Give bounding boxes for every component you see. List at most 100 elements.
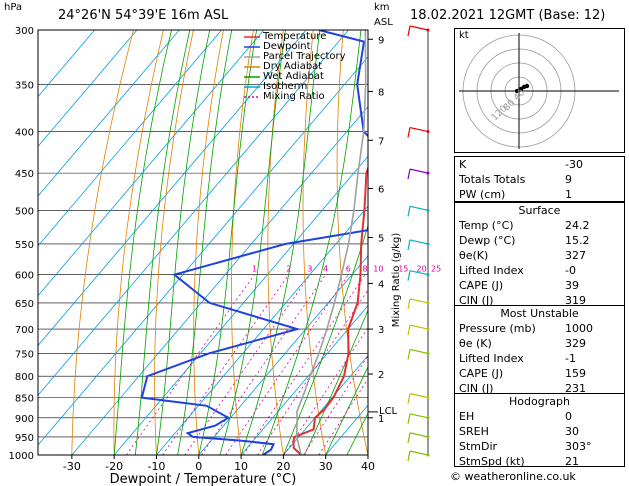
surface-label: θe(K) bbox=[459, 249, 489, 262]
surface-value: 39 bbox=[565, 279, 579, 292]
isotherm-line bbox=[71, 105, 368, 455]
chart-plot-lines bbox=[38, 30, 368, 455]
datetime-title: 18.02.2021 12GMT (Base: 12) bbox=[410, 8, 606, 23]
indices-panel: K -30 Totals Totals 9 PW (cm) 1 bbox=[454, 156, 625, 202]
plot-frame bbox=[37, 29, 369, 456]
pressure-tick-label: 850 bbox=[15, 394, 34, 405]
wind-barb-flag bbox=[407, 127, 411, 138]
series-parcel-trajectory bbox=[295, 30, 367, 455]
wind-barb-dot bbox=[426, 130, 430, 134]
wind-barb bbox=[409, 126, 429, 133]
wind-barb-dot bbox=[426, 416, 430, 420]
wind-barb-dot bbox=[426, 453, 430, 457]
hodo-value: 303° bbox=[565, 440, 592, 453]
pressure-tick-label: 450 bbox=[15, 169, 34, 180]
wind-barb-dot bbox=[426, 28, 430, 32]
mu-row: CIN (J) 231 bbox=[455, 381, 624, 396]
mixing-ratio-line bbox=[318, 378, 368, 455]
pressure-tick-label: 350 bbox=[15, 80, 34, 91]
wind-barb bbox=[409, 270, 429, 276]
index-row-tt: Totals Totals 9 bbox=[455, 172, 624, 187]
dry-adiabat-line bbox=[230, 30, 254, 455]
mu-label: CAPE (J) bbox=[459, 367, 504, 380]
mu-label: Pressure (mb) bbox=[459, 322, 536, 335]
x-tick-label: 40 bbox=[361, 460, 375, 473]
pressure-tick-label: 1000 bbox=[9, 451, 34, 462]
most-unstable-title: Most Unstable bbox=[500, 307, 579, 320]
location-title: 24°26'N 54°39'E 16m ASL bbox=[58, 8, 229, 23]
wind-barb-flag bbox=[407, 25, 411, 37]
legend-item-isotherm: Isotherm bbox=[263, 81, 308, 92]
wet-adiabat-line bbox=[304, 309, 368, 455]
km-tick-label: 2 bbox=[378, 370, 384, 381]
wind-barb-flag bbox=[407, 349, 411, 360]
hodograph-panel: kt 120 80 40 bbox=[454, 28, 625, 153]
mixing-ratio-line bbox=[201, 274, 326, 455]
mixing-ratio-line bbox=[162, 274, 290, 455]
mu-label: Lifted Index bbox=[459, 352, 524, 365]
hodo-value: 30 bbox=[565, 425, 579, 438]
hodo-row: EH 0 bbox=[455, 409, 624, 424]
hodo-label: StmDir bbox=[459, 440, 498, 453]
surface-value: 15.2 bbox=[565, 234, 590, 247]
wind-barb bbox=[409, 168, 429, 174]
surface-value: 327 bbox=[565, 249, 586, 262]
wind-barb-dot bbox=[426, 327, 430, 331]
x-tick-label: -20 bbox=[105, 460, 123, 473]
pressure-tick-label: 600 bbox=[15, 271, 34, 282]
mixing-ratio-line bbox=[125, 274, 255, 455]
wet-adiabat-line bbox=[134, 30, 191, 455]
copyright-text: © weatheronline.co.uk bbox=[450, 470, 576, 483]
wind-barb-flag bbox=[407, 206, 411, 217]
wind-barb-dot bbox=[426, 242, 430, 246]
pressure-tick-label: 400 bbox=[15, 128, 34, 139]
x-axis-label: Dewpoint / Temperature (°C) bbox=[110, 472, 297, 486]
mixing-ratio-axis-label: Mixing Ratio (g/kg) bbox=[391, 233, 402, 328]
surface-panel: Surface Temp (°C) 24.2 Dewp (°C) 15.2 θe(K… bbox=[454, 202, 625, 308]
mixing-ratio-label: 8 bbox=[363, 265, 368, 274]
hodograph-ring-label-40: 40 bbox=[512, 88, 527, 103]
x-tick-label: 20 bbox=[276, 460, 290, 473]
index-value: 9 bbox=[565, 173, 572, 186]
isotherm-line bbox=[38, 30, 349, 396]
x-tick-label: -10 bbox=[147, 460, 165, 473]
isotherm-line bbox=[38, 30, 222, 247]
wet-adiabat-line bbox=[240, 30, 321, 455]
index-row-k: K -30 bbox=[455, 157, 624, 172]
index-label: K bbox=[459, 158, 467, 171]
mixing-ratio-label: 20 bbox=[417, 265, 427, 274]
km-tick-label: 6 bbox=[378, 184, 384, 195]
mu-row: θe (K) 329 bbox=[455, 336, 624, 351]
wind-barb-flag bbox=[407, 324, 411, 336]
mixing-ratio-label: 1 bbox=[252, 265, 257, 274]
wind-barb-dot bbox=[426, 273, 430, 277]
wind-barb bbox=[409, 239, 429, 245]
isotherm-line bbox=[240, 305, 368, 455]
isotherm-line bbox=[38, 30, 180, 197]
mu-label: CIN (J) bbox=[459, 382, 494, 395]
legend-item-parcel: Parcel Trajectory bbox=[263, 51, 346, 62]
mu-row: Lifted Index -1 bbox=[455, 351, 624, 366]
isotherm-line bbox=[38, 30, 138, 148]
index-value: -30 bbox=[565, 158, 583, 171]
wind-barb bbox=[409, 205, 429, 211]
isotherm-line bbox=[156, 205, 368, 455]
hodograph-stats-panel: Hodograph EH 0 SREH 30 StmDir 303° StmSpd (… bbox=[454, 393, 625, 468]
wet-adiabat-line bbox=[219, 30, 286, 455]
dry-adiabat-line bbox=[113, 30, 164, 455]
index-label: Totals Totals bbox=[459, 173, 526, 186]
legend-item-wet-adiabat: Wet Adiabat bbox=[263, 71, 324, 82]
surface-row: θe(K) 327 bbox=[455, 248, 624, 263]
isotherm-line bbox=[38, 30, 307, 347]
mu-value: 231 bbox=[565, 382, 586, 395]
surface-row: CAPE (J) 39 bbox=[455, 278, 624, 293]
wind-barb-flag bbox=[407, 432, 411, 444]
lcl-label: LCL bbox=[379, 406, 398, 417]
dry-adiabat-line bbox=[71, 30, 134, 455]
surface-row: CIN (J) 319 bbox=[455, 293, 624, 308]
wet-adiabat-line bbox=[177, 30, 233, 455]
hodograph-stats-title: Hodograph bbox=[509, 395, 570, 408]
legend-item-mixing-ratio: Mixing Ratio bbox=[263, 91, 325, 102]
wind-barb bbox=[409, 324, 429, 330]
surface-row: Lifted Index -0 bbox=[455, 263, 624, 278]
